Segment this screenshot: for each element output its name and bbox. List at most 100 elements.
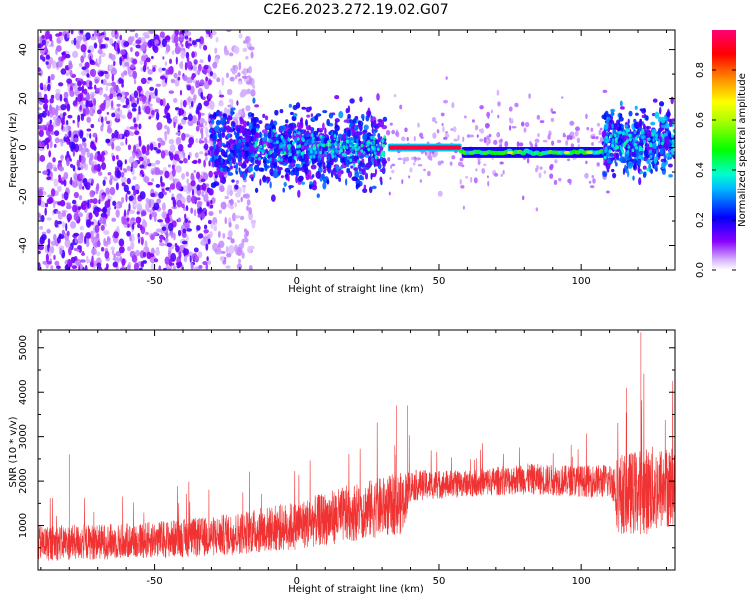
spectrogram-cell <box>352 163 356 167</box>
spectrogram-cell <box>207 150 211 156</box>
spectrogram-cell <box>627 118 630 125</box>
spectrogram-cell <box>100 247 105 252</box>
spectrogram-y-label: Frequency (Hz) <box>8 112 19 188</box>
spectrogram-cell <box>148 94 151 102</box>
spectrogram-cell <box>288 144 292 148</box>
spectrogram-cell <box>157 219 164 223</box>
spectrogram-cell <box>117 47 121 54</box>
spectrogram-cell <box>169 144 176 153</box>
spectrogram-cell <box>305 106 311 113</box>
spectrogram-cell <box>193 247 199 253</box>
spectrogram-cell <box>282 187 286 193</box>
spectrogram-cell <box>383 135 387 139</box>
spectrogram-cell <box>54 260 60 266</box>
spectrogram-cell <box>470 176 473 183</box>
spectrogram-cell <box>493 172 499 177</box>
spectrogram-cell <box>366 110 372 117</box>
y-tick-label: 0 <box>18 144 29 150</box>
spectrogram-cell <box>624 124 628 128</box>
spectrogram-cell <box>185 205 189 210</box>
spectrogram-cell <box>158 265 162 270</box>
spectrogram-cell <box>159 239 163 243</box>
spectrogram-cell <box>361 168 366 176</box>
spectrogram-cell <box>242 154 248 160</box>
spectrogram-cell <box>655 133 659 138</box>
spectrogram-cell <box>56 210 61 215</box>
spectrogram-cell <box>295 175 298 184</box>
spectrogram-cell <box>518 142 524 147</box>
spectrogram-cell <box>553 179 558 186</box>
spectrogram-cell <box>200 239 206 246</box>
spectrogram-cell <box>149 143 154 151</box>
spectrogram-cell <box>230 67 234 72</box>
spectrogram-cell <box>85 232 92 239</box>
spectrogram-cell <box>54 219 59 228</box>
spectrogram-cell <box>565 139 569 146</box>
spectrogram-cell <box>622 143 626 148</box>
spectrogram-cell <box>134 32 139 38</box>
spectrogram-cell <box>83 142 87 149</box>
spectrogram-cell <box>291 141 295 145</box>
spectrogram-cell <box>120 176 127 184</box>
spectrogram-cell <box>66 103 71 112</box>
spectrogram-cell <box>191 75 195 81</box>
spectrogram-cell <box>115 154 119 160</box>
spectrogram-cell <box>268 157 272 162</box>
spectrogram-cell <box>72 119 75 124</box>
spectrogram-cell <box>74 237 78 244</box>
spectrogram-cell <box>111 73 115 82</box>
spectrogram-cell <box>127 144 132 151</box>
spectrogram-cell <box>624 154 628 161</box>
spectrogram-cell <box>280 135 284 139</box>
spectrogram-cell <box>497 101 501 107</box>
spectrogram-cell <box>196 197 201 201</box>
spectrogram-cell <box>641 108 647 114</box>
spectrogram-cell <box>168 258 172 267</box>
spectrogram-cell <box>235 179 239 185</box>
spectrogram-cell <box>493 139 498 145</box>
spectrogram-cell <box>156 149 162 154</box>
spectrogram-cell <box>479 138 484 142</box>
spectrogram-cell <box>631 148 635 153</box>
spectrogram-cell <box>144 105 151 115</box>
spectrogram-cell <box>70 221 77 229</box>
spectrogram-cell <box>381 151 384 156</box>
spectrogram-cell <box>238 33 243 39</box>
spectrogram-cell <box>114 205 117 210</box>
spectrogram-cell <box>44 126 48 131</box>
spectrogram-cell <box>235 74 238 80</box>
spectrogram-cell <box>68 130 72 138</box>
spectrogram-cell <box>337 170 342 178</box>
spectrogram-cell <box>248 265 253 270</box>
spectrogram-cell <box>133 189 137 196</box>
spectrogram-cell <box>355 131 360 137</box>
spectrogram-cell <box>161 188 165 193</box>
spectrogram-cell <box>245 136 250 144</box>
spectrogram-cell <box>657 145 663 149</box>
spectrogram-cell <box>161 38 167 48</box>
spectrogram-cell <box>100 44 106 49</box>
spectrogram-cell <box>94 84 97 90</box>
spectrogram-cell <box>389 177 392 180</box>
spectrogram-cell <box>214 248 218 253</box>
spectrogram-cell <box>101 162 107 171</box>
spectrogram-cell <box>78 194 83 201</box>
spectrogram-cell <box>105 120 111 125</box>
spectrogram-cell <box>437 190 443 197</box>
spectrogram-cell <box>123 41 130 48</box>
spectrogram-cell <box>382 116 388 122</box>
spectrogram-cell <box>324 127 327 135</box>
spectrogram-cell <box>237 80 243 85</box>
spectrogram-cell <box>255 127 259 132</box>
spectrogram-cell <box>627 161 633 169</box>
spectrogram-cell <box>348 119 354 124</box>
spectrogram-cell <box>308 160 312 164</box>
spectrogram-cell <box>566 158 571 162</box>
spectrogram-cell <box>136 211 140 215</box>
spectrogram-cell <box>264 153 268 157</box>
spectrogram-cell <box>502 169 505 175</box>
spectrogram-cell <box>171 50 175 55</box>
spectrogram-cell <box>363 124 369 130</box>
spectrogram-cell <box>41 43 44 47</box>
spectrogram-cell <box>82 186 85 190</box>
